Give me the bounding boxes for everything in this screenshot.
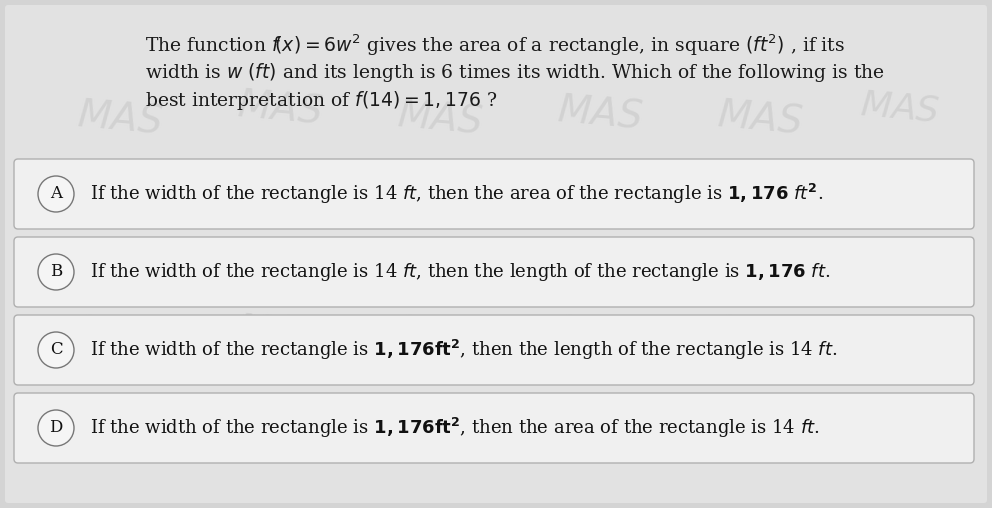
Text: $\mathit{MAS}$: $\mathit{MAS}$ — [719, 312, 802, 354]
Text: B: B — [50, 264, 62, 280]
Text: $\mathit{MAS}$: $\mathit{MAS}$ — [556, 90, 644, 136]
Text: If the width of the rectangle is 14 $ft$, then the length of the rectangle is $\: If the width of the rectangle is 14 $ft$… — [90, 261, 830, 283]
Text: best interpretation of $f(14) = 1,176$ ?: best interpretation of $f(14) = 1,176$ ? — [145, 89, 497, 112]
Text: $\mathit{MAS}$: $\mathit{MAS}$ — [715, 175, 805, 220]
Text: $\mathit{MAS}$: $\mathit{MAS}$ — [78, 247, 161, 289]
Text: $\mathit{MAS}$: $\mathit{MAS}$ — [396, 175, 484, 220]
Circle shape — [38, 332, 74, 368]
FancyBboxPatch shape — [14, 237, 974, 307]
FancyBboxPatch shape — [14, 159, 974, 229]
Text: $\mathit{MAS}$: $\mathit{MAS}$ — [236, 310, 324, 356]
FancyBboxPatch shape — [14, 393, 974, 463]
Text: $\mathit{MAS}$: $\mathit{MAS}$ — [556, 175, 644, 220]
Text: $\mathit{MAS}$: $\mathit{MAS}$ — [236, 85, 324, 131]
Text: $\mathit{MAS}$: $\mathit{MAS}$ — [715, 96, 805, 141]
Text: $\mathit{MAS}$: $\mathit{MAS}$ — [78, 312, 161, 354]
Text: If the width of the rectangle is 14 $ft$, then the area of the rectangle is $\ma: If the width of the rectangle is 14 $ft$… — [90, 182, 823, 206]
Text: width is $w$ $(ft)$ and its length is 6 times its width. Which of the following : width is $w$ $(ft)$ and its length is 6 … — [145, 61, 885, 84]
Circle shape — [38, 254, 74, 290]
Text: If the width of the rectangle is $\mathbf{1,176}$$\mathbf{ft^2}$, then the lengt: If the width of the rectangle is $\mathb… — [90, 338, 837, 362]
FancyBboxPatch shape — [5, 5, 987, 503]
Text: If the width of the rectangle is $\mathbf{1,176}$$\mathbf{ft^2}$, then the area : If the width of the rectangle is $\mathb… — [90, 416, 819, 440]
Text: C: C — [50, 341, 62, 359]
Text: $\mathit{MAS}$: $\mathit{MAS}$ — [859, 87, 941, 129]
Text: $\mathit{MAS}$: $\mathit{MAS}$ — [399, 247, 481, 289]
Text: $\mathit{MAS}$: $\mathit{MAS}$ — [236, 245, 324, 291]
FancyBboxPatch shape — [14, 315, 974, 385]
Text: $\mathit{MAS}$: $\mathit{MAS}$ — [75, 96, 165, 141]
Text: $\mathit{MAS}$: $\mathit{MAS}$ — [558, 247, 641, 289]
Text: $\mathit{MAS}$: $\mathit{MAS}$ — [75, 175, 165, 220]
Circle shape — [38, 410, 74, 446]
Text: $\mathit{MAS}$: $\mathit{MAS}$ — [862, 248, 938, 288]
Text: D: D — [50, 420, 62, 436]
Text: A: A — [50, 185, 62, 203]
Text: $\mathit{MAS}$: $\mathit{MAS}$ — [399, 312, 481, 354]
Text: $\mathit{MAS}$: $\mathit{MAS}$ — [232, 168, 327, 218]
Text: The function $\mathit{f}\!(x) = 6w^2$ gives the area of a rectangle, in square $: The function $\mathit{f}\!(x) = 6w^2$ gi… — [145, 33, 845, 58]
Text: $\mathit{MAS}$: $\mathit{MAS}$ — [396, 96, 484, 141]
Text: $\mathit{MAS}$: $\mathit{MAS}$ — [558, 312, 641, 354]
Text: $\mathit{MAS}$: $\mathit{MAS}$ — [859, 178, 941, 218]
Text: $\mathit{MAS}$: $\mathit{MAS}$ — [719, 247, 802, 289]
Circle shape — [38, 176, 74, 212]
